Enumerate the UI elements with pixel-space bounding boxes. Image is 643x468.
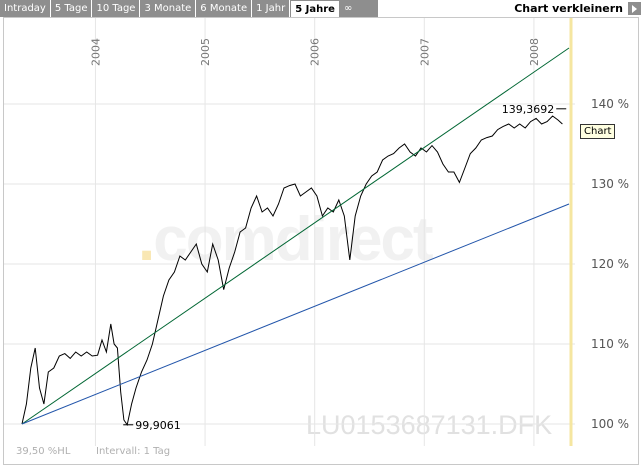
period-tabs: Intraday 5 Tage 10 Tage 3 Monate 6 Monate 1 J… <box>0 0 379 18</box>
x-tick-label: 2005 <box>199 38 212 66</box>
tab-5[interactable]: 1 Jahr <box>252 0 291 17</box>
tab-3[interactable]: 3 Monate <box>140 0 197 17</box>
tab-7[interactable]: ∞ <box>339 0 379 17</box>
trend_green-line <box>21 47 570 425</box>
tab-1[interactable]: 5 Tage <box>50 0 93 17</box>
isin-label: LU0153687131.DFK <box>306 410 553 440</box>
watermark-logo: .comdirect <box>138 205 434 274</box>
trend_blue-line <box>21 203 570 425</box>
footer-interval: Intervall: 1 Tag <box>96 446 171 457</box>
chart-tooltip: Chart <box>580 124 616 139</box>
y-tick-label: 110 % <box>591 337 629 351</box>
arrow-right-icon <box>628 1 641 15</box>
y-tick-label: 140 % <box>591 97 629 111</box>
shrink-chart-button[interactable]: Chart verkleinern <box>514 0 641 16</box>
high-value-label: 139,3692 <box>502 103 555 116</box>
tab-2[interactable]: 10 Tage <box>92 0 141 17</box>
tab-4[interactable]: 6 Monate <box>196 0 253 17</box>
tab-6[interactable]: 5 Jahre <box>290 0 340 18</box>
shrink-chart-label: Chart verkleinern <box>514 1 623 15</box>
price-line <box>21 115 563 427</box>
tab-0[interactable]: Intraday <box>0 0 51 17</box>
x-tick-label: 2004 <box>89 38 102 66</box>
x-tick-label: 2008 <box>528 38 541 66</box>
y-tick-label: 120 % <box>591 257 629 271</box>
chart-frame <box>3 17 639 465</box>
y-tick-label: 130 % <box>591 177 629 191</box>
y-tick-label: 100 % <box>591 417 629 431</box>
x-tick-label: 2006 <box>309 38 322 66</box>
x-tick-label: 2007 <box>418 38 431 66</box>
footer-range: 39,50 %HL <box>16 446 71 457</box>
low-value-label: 99,9061 <box>135 419 181 432</box>
